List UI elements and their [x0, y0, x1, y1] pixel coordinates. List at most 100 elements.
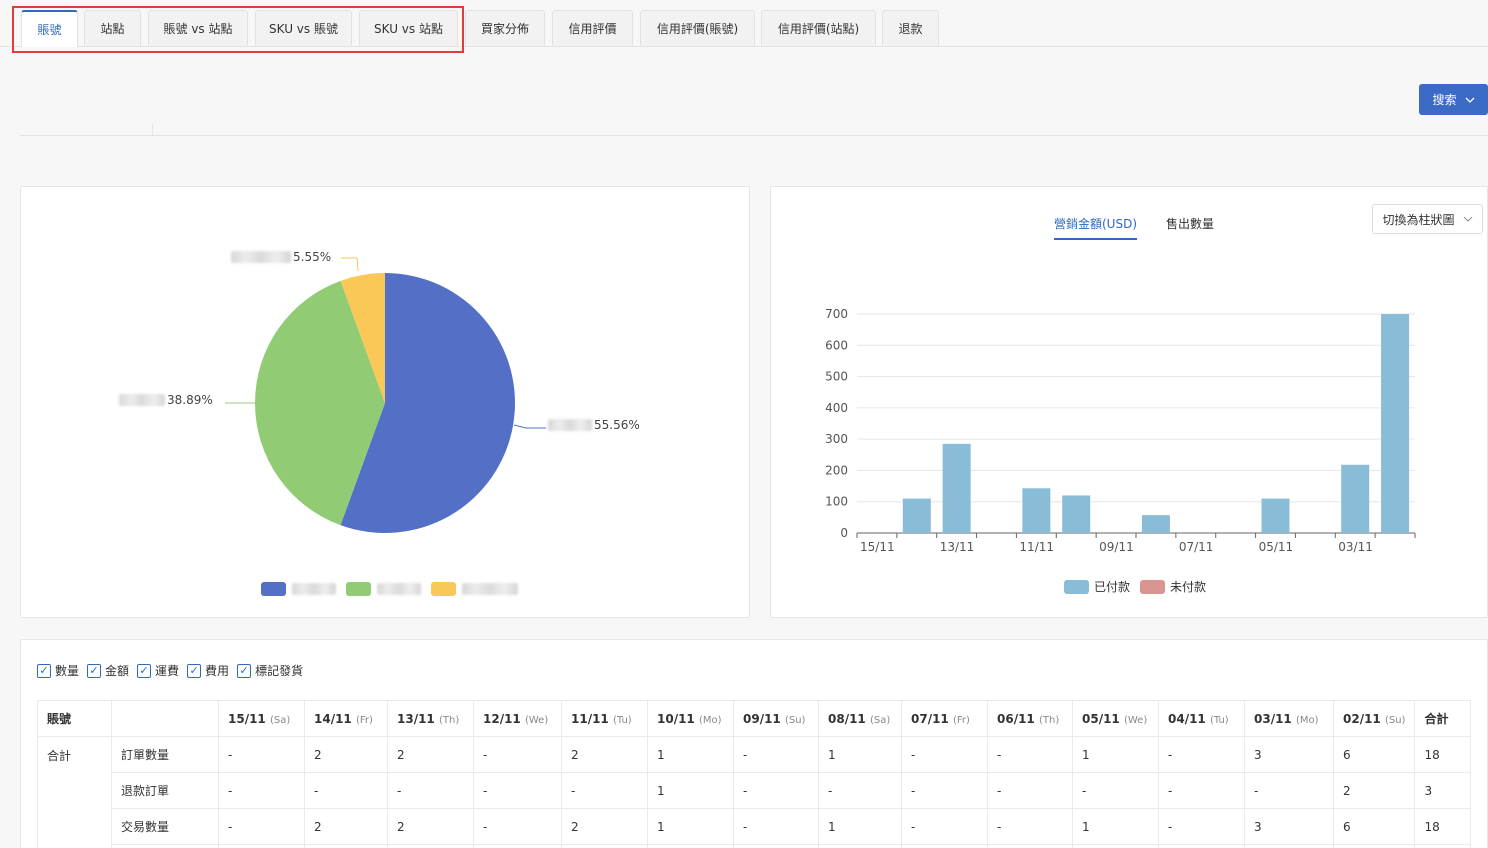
col-header-date[interactable]: 13/11 (Th) — [387, 700, 474, 737]
pie-chart-panel: 5.55% 38.89% 55.56% — [20, 186, 750, 618]
tab-7[interactable]: 信用評價(賬號) — [640, 10, 755, 46]
tab-5[interactable]: 買家分佈 — [465, 10, 545, 46]
col-header-date[interactable]: 11/11 (Tu) — [561, 700, 648, 737]
y-tick-label: 400 — [825, 401, 848, 415]
bar-paid[interactable] — [1141, 515, 1170, 533]
table-cell: 1 — [818, 808, 902, 845]
col-header-date[interactable]: 12/11 (We) — [473, 700, 562, 737]
table-cell: - — [561, 772, 648, 809]
checkbox-3[interactable]: ✓ 費用 — [187, 662, 229, 679]
filter-divider — [152, 124, 153, 135]
account-group-cell: 合計 — [37, 736, 112, 848]
pie-label-blue: 55.56% — [548, 418, 640, 432]
tab-sold-quantity[interactable]: 售出數量 — [1166, 217, 1215, 231]
x-tick-label: 05/11 — [1259, 540, 1294, 554]
legend-swatch-yellow[interactable] — [431, 582, 456, 596]
chevron-down-icon — [1465, 97, 1474, 103]
checkbox-1[interactable]: ✓ 金額 — [87, 662, 129, 679]
table-row: 合計 訂單數量 -2 2-2 1-1- -1-3 6 18 — [37, 736, 1472, 848]
check-icon: ✓ — [187, 663, 202, 678]
metric-label: 交易數量 — [111, 808, 219, 845]
pie-slice-blue[interactable] — [340, 273, 515, 533]
bar-paid[interactable] — [1341, 464, 1370, 533]
table-cell: - — [1158, 808, 1245, 845]
pie-leader-yellow — [341, 257, 359, 272]
pie-label-yellow: 5.55% — [231, 250, 331, 264]
col-header-date[interactable]: 14/11 (Fr) — [304, 700, 388, 737]
legend-swatch-paid[interactable] — [1064, 579, 1089, 594]
tab-9[interactable]: 退款 — [882, 10, 939, 46]
table-cell: 1 — [647, 808, 734, 845]
search-button[interactable]: 搜索 — [1419, 84, 1488, 115]
tab-4[interactable]: SKU vs 站點 — [359, 10, 458, 46]
checkbox-2[interactable]: ✓ 運費 — [137, 662, 179, 679]
tab-1[interactable]: 站點 — [84, 10, 141, 46]
table-cell: 1 — [647, 772, 734, 809]
pie-slice-green[interactable] — [255, 280, 385, 526]
switch-chart-button[interactable]: 切換為柱狀圖 — [1372, 204, 1483, 234]
col-header-date[interactable]: 03/11 (Mo) — [1244, 700, 1334, 737]
table-cell: - — [987, 772, 1073, 809]
table-cell: 6 — [1332, 736, 1416, 773]
checkbox-4[interactable]: ✓ 標記發貨 — [237, 662, 303, 679]
tab-3[interactable]: SKU vs 賬號 — [255, 10, 352, 46]
table-cell: - — [473, 736, 562, 773]
col-header-date[interactable]: 15/11 (Sa) — [218, 700, 305, 737]
table-cell: - — [733, 772, 819, 809]
col-header-date[interactable]: 08/11 (Sa) — [818, 700, 902, 737]
bar-chart-panel: 營銷金額(USD) 售出數量 切換為柱狀圖 0 100 200 300 400 500 60… — [770, 186, 1488, 618]
bar-paid[interactable] — [942, 443, 971, 533]
col-header-date[interactable]: 10/11 (Mo) — [647, 700, 734, 737]
table-cell: 6 — [1332, 808, 1416, 845]
tab-0[interactable]: 賬號 — [21, 10, 78, 47]
checkbox-0[interactable]: ✓ 數量 — [37, 662, 79, 679]
redacted-account-name — [231, 251, 291, 263]
table-cell: 2 — [561, 736, 648, 773]
col-header-date[interactable]: 06/11 (Th) — [987, 700, 1073, 737]
bar-paid[interactable] — [902, 498, 931, 533]
table-cell — [304, 844, 388, 848]
table-cell — [1072, 844, 1159, 848]
col-header-date[interactable]: 02/11 (Su) — [1332, 700, 1416, 737]
table-cell: 2 — [387, 808, 474, 845]
col-header-date[interactable]: 07/11 (Fr) — [901, 700, 988, 737]
col-header-date[interactable]: 05/11 (We) — [1072, 700, 1159, 737]
bar-paid[interactable] — [1022, 488, 1051, 533]
x-tick-label: 13/11 — [940, 540, 975, 554]
bar-chart: 0 100 200 300 400 500 600 700 15/11 13/11 11/11 09/… — [825, 307, 1416, 554]
legend-swatch-unpaid[interactable] — [1140, 579, 1166, 594]
tab-8[interactable]: 信用評價(站點) — [761, 10, 876, 46]
pie-slice-yellow[interactable] — [340, 273, 385, 403]
x-tick-label: 15/11 — [860, 540, 895, 554]
tab-2[interactable]: 賬號 vs 站點 — [148, 10, 248, 46]
table-cell: - — [733, 808, 819, 845]
table-cell: 3 — [1244, 736, 1334, 773]
table-cell: 18 — [1414, 736, 1472, 773]
table-cell: 2 — [561, 808, 648, 845]
redacted-legend-name — [462, 583, 518, 595]
table-cell — [1414, 844, 1472, 848]
bar-paid[interactable] — [1062, 495, 1091, 533]
pie-label-value: 38.89% — [167, 393, 213, 407]
tab-sales-amount[interactable]: 營銷金額(USD) — [1054, 215, 1138, 240]
bar-paid[interactable] — [1381, 314, 1410, 533]
switch-chart-label: 切換為柱狀圖 — [1382, 212, 1455, 227]
col-header-date[interactable]: 09/11 (Su) — [733, 700, 819, 737]
filter-separator — [20, 135, 1488, 136]
report-tab-bar: 賬號 站點 賬號 vs 站點 SKU vs 賬號 SKU vs 站點 買家分佈 信用評價 信用… — [0, 0, 1488, 47]
table-cell: - — [304, 772, 388, 809]
table-cell: 2 — [304, 736, 388, 773]
check-icon: ✓ — [87, 663, 102, 678]
tab-6[interactable]: 信用評價 — [552, 10, 633, 46]
col-header-date[interactable]: 04/11 (Tu) — [1158, 700, 1245, 737]
y-tick-label: 200 — [825, 463, 848, 477]
table-cell: - — [987, 808, 1073, 845]
table-row: 退款訂單 - - - - -1- - - - - - -2 3 — [38, 772, 1472, 809]
bar-paid[interactable] — [1261, 498, 1290, 533]
y-tick-label: 0 — [840, 526, 848, 540]
legend-swatch-green[interactable] — [346, 582, 371, 596]
table-header-row: 賬號 15/11 (Sa) 14/11 (Fr) 13/11 (Th) 12/11 (W… — [37, 700, 1472, 737]
table-cell — [901, 844, 988, 848]
table-row: 交易數量 -2 2-2 1-1- -1-3 6 18 — [38, 808, 1472, 845]
legend-swatch-blue[interactable] — [261, 582, 286, 596]
